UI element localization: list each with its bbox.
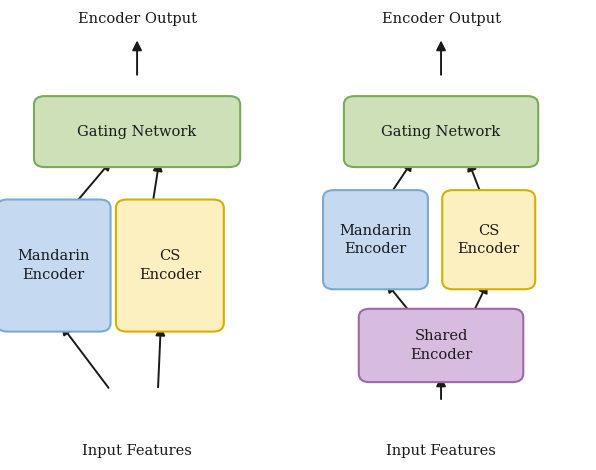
Text: Mandarin
Encoder: Mandarin Encoder <box>339 224 412 256</box>
FancyBboxPatch shape <box>34 96 240 167</box>
FancyBboxPatch shape <box>359 309 523 382</box>
FancyBboxPatch shape <box>442 190 535 290</box>
FancyBboxPatch shape <box>344 96 538 167</box>
Text: Shared
Encoder: Shared Encoder <box>410 329 472 361</box>
FancyBboxPatch shape <box>323 190 428 290</box>
FancyBboxPatch shape <box>116 200 224 332</box>
Text: Input Features: Input Features <box>82 444 192 458</box>
FancyBboxPatch shape <box>0 200 110 332</box>
Text: Gating Network: Gating Network <box>77 125 197 139</box>
Text: Gating Network: Gating Network <box>381 125 501 139</box>
Text: Encoder Output: Encoder Output <box>381 12 501 26</box>
Text: CS
Encoder: CS Encoder <box>458 224 520 256</box>
Text: Mandarin
Encoder: Mandarin Encoder <box>17 250 90 282</box>
Text: CS
Encoder: CS Encoder <box>139 250 201 282</box>
Text: Input Features: Input Features <box>386 444 496 458</box>
Text: Encoder Output: Encoder Output <box>77 12 197 26</box>
